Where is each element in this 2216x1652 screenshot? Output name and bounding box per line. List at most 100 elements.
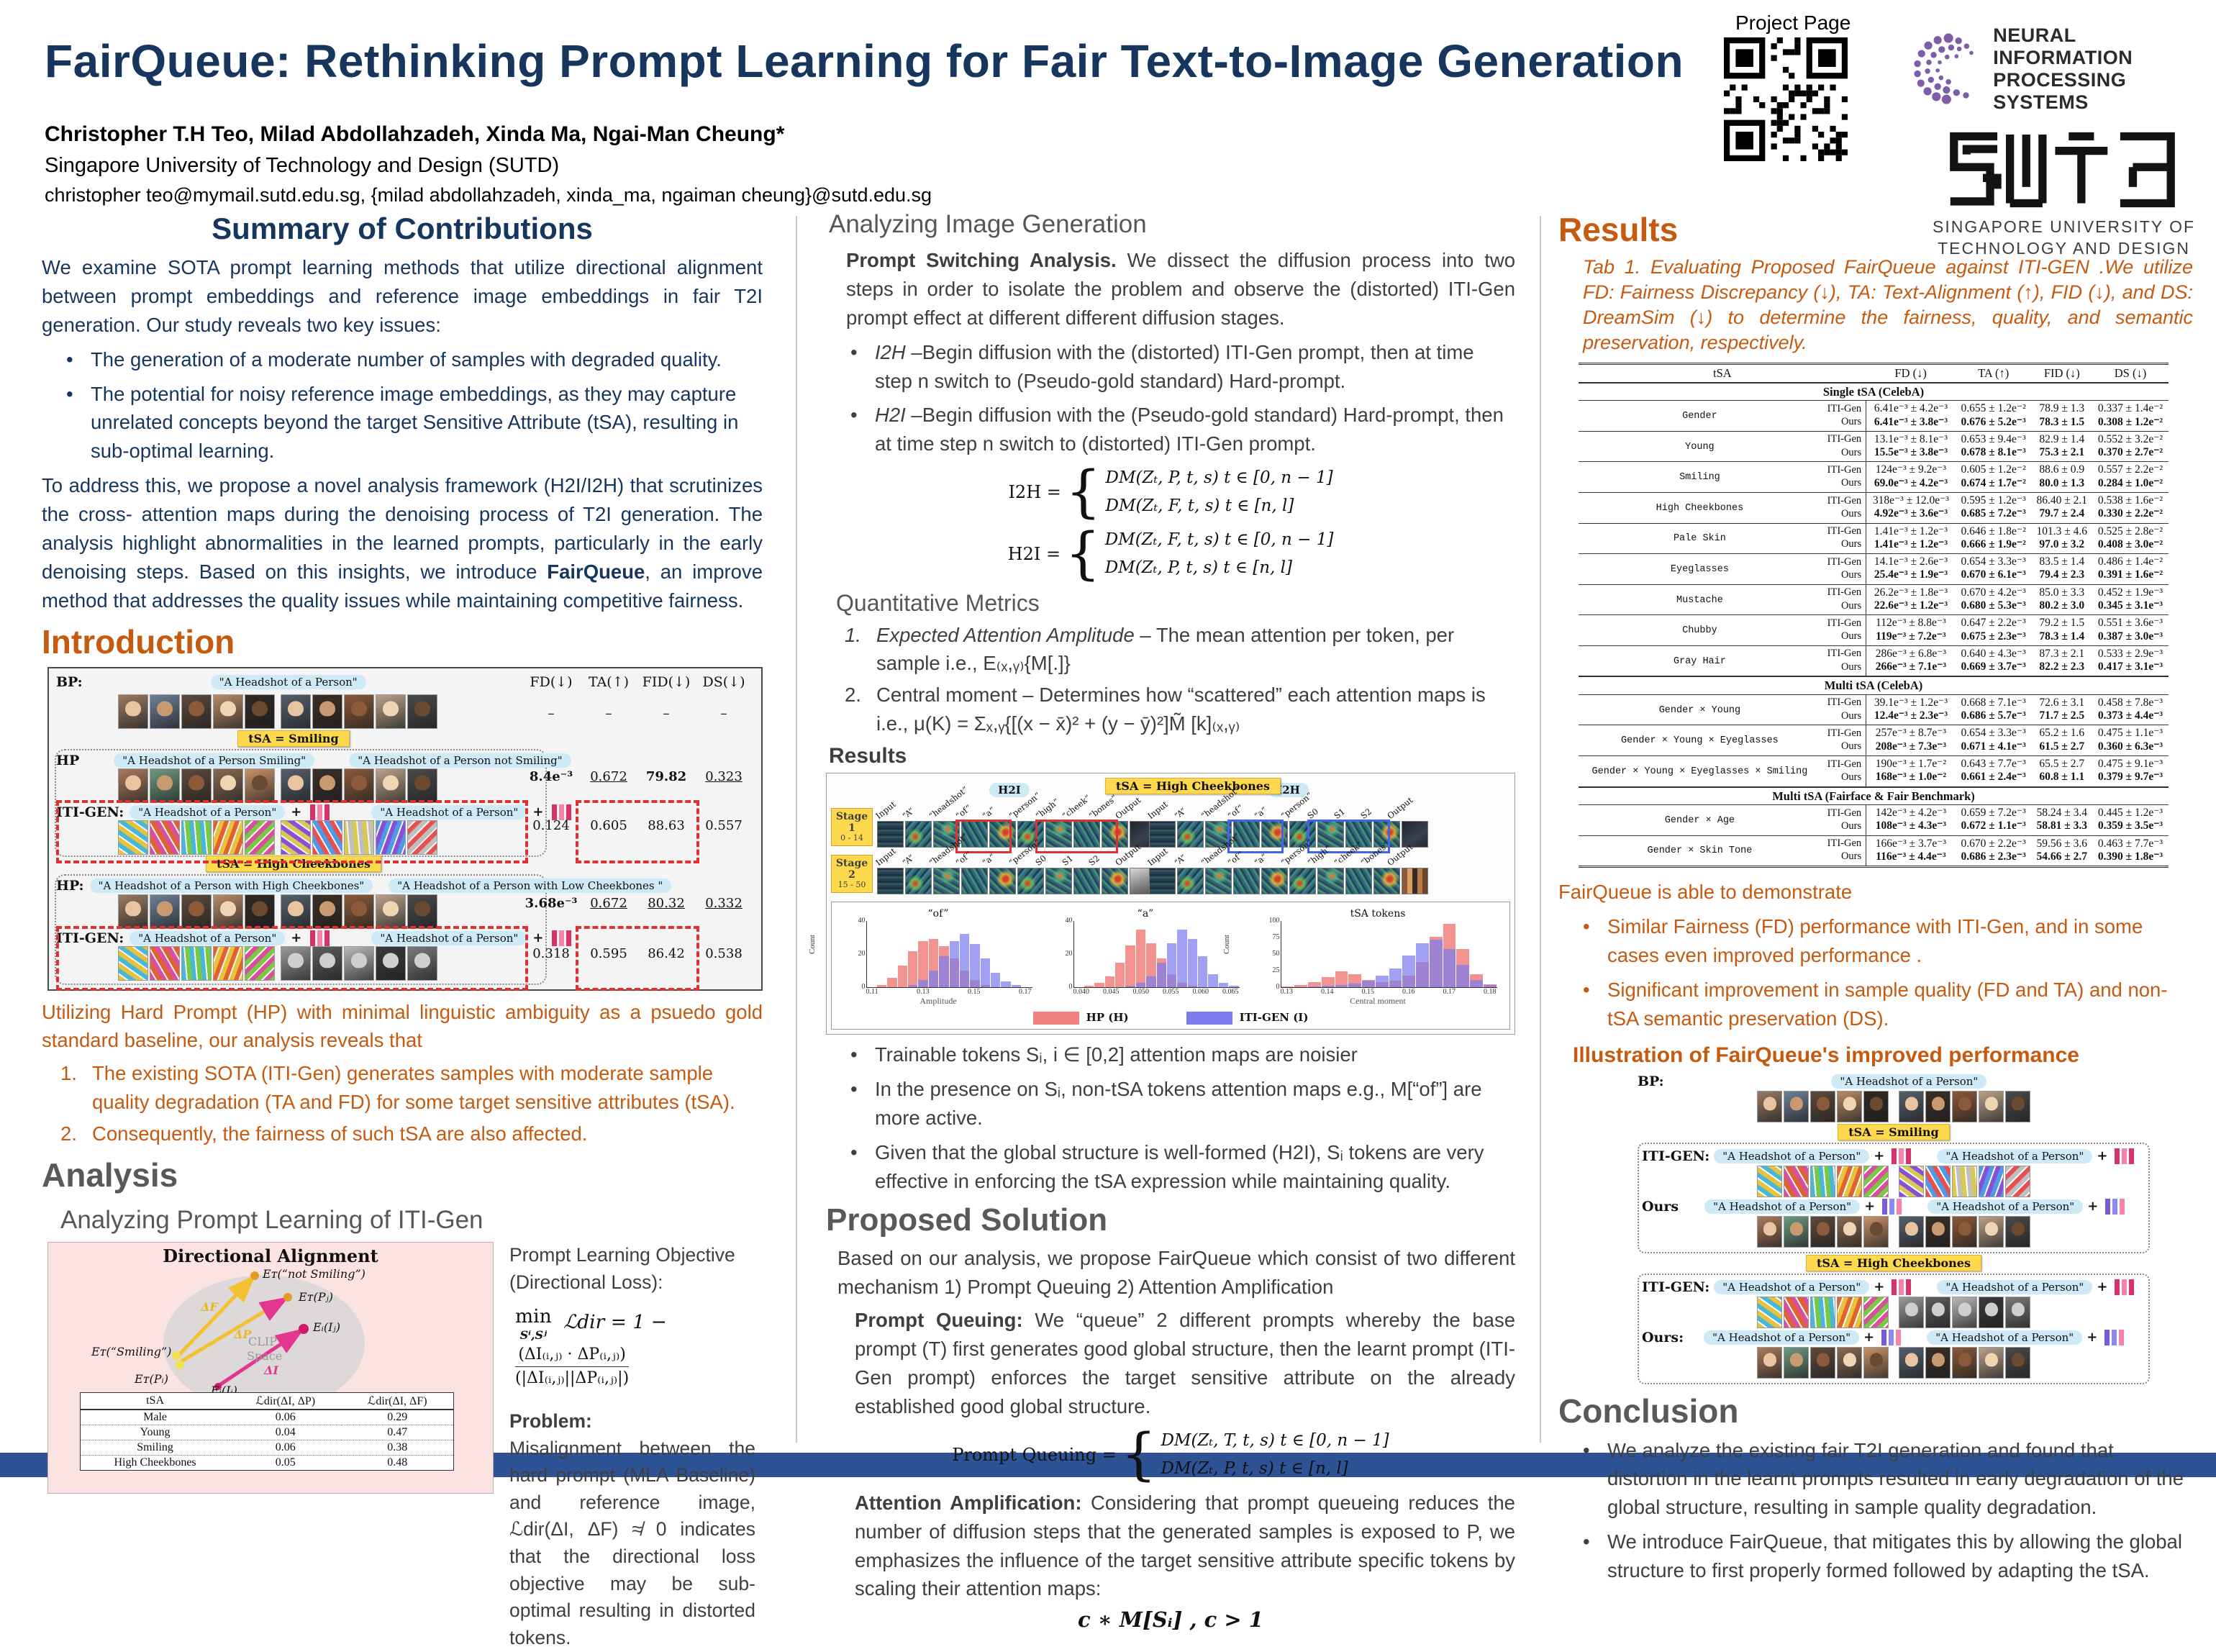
hist-bar <box>1281 986 1294 987</box>
hist-bar <box>1335 984 1348 987</box>
face-tile <box>281 820 311 855</box>
face-silhouette <box>125 775 141 791</box>
iti-face-strip <box>1899 1165 2030 1197</box>
metric-value: 59.56 ± 3.6 <box>2031 835 2092 850</box>
analysis-subheading: Analyzing Prompt Learning of ITI-Gen <box>60 1205 483 1234</box>
metric-value: 80.2 ± 3.0 <box>2039 599 2085 612</box>
metric-value: 0.646 ± 1.8e⁻² <box>1955 522 2032 538</box>
metric-value: 266e⁻³ ± 7.1e⁻³ <box>1875 661 1947 673</box>
metric-value: 25.4e⁻³ ± 1.9e⁻³ <box>1874 568 1948 581</box>
face-silhouette <box>1843 1353 1856 1367</box>
face-tile <box>150 820 180 855</box>
face-tile <box>245 768 275 803</box>
attention-map-tile <box>877 821 904 848</box>
face-tile <box>1899 1346 1924 1379</box>
dir-table-cell: 0.06 <box>230 1439 342 1456</box>
face-silhouette <box>1958 1097 1971 1111</box>
metric-value: 0.670 ± 4.2e⁻³ <box>1955 584 2032 599</box>
face-tile <box>376 694 406 729</box>
face-tile <box>1979 1346 2004 1379</box>
attention-map-tile <box>1261 821 1288 848</box>
smiling-comparison-box: ITI-GEN: "A Headshot of a Person" + "A H… <box>1638 1142 2150 1253</box>
face-tile <box>344 768 374 803</box>
method-label: ITI-Gen <box>1820 614 1867 630</box>
hist-bar <box>1389 968 1402 987</box>
metric-value: 14.1e⁻³ ± 2.6e⁻³ <box>1866 553 1956 569</box>
face-silhouette <box>157 901 173 917</box>
face-tile <box>1784 1296 1809 1328</box>
hist-bar <box>1135 930 1146 987</box>
face-tile <box>344 820 374 855</box>
iti-face-strip <box>118 945 275 981</box>
face-silhouette <box>319 953 335 968</box>
face-tile <box>312 820 342 855</box>
quantitative-metrics-heading: Quantitative Metrics <box>836 589 1040 616</box>
neurips-logo: NEURAL INFORMATION PROCESSING SYSTEMS <box>1908 24 2216 114</box>
face-silhouette <box>414 901 430 917</box>
token-bar <box>2122 1279 2128 1295</box>
face-tile <box>1757 1215 1782 1248</box>
face-tile <box>1837 1165 1862 1197</box>
hp-prompt-pill: "A Headshot of a Person not Smiling" <box>349 753 571 768</box>
table-row: Gender × Young × Eyeglasses ITI-Gen 257e⁻³… <box>1579 725 2169 756</box>
poster: { "header": { "title": "FairQueue: Rethi… <box>0 12 2216 1648</box>
hist-bar <box>1308 986 1321 987</box>
image-generation-subheading: Analyzing Image Generation <box>829 210 1147 238</box>
ours-label: Ours: <box>1642 1329 1684 1345</box>
face-tile <box>1757 1165 1782 1197</box>
hp2-values: 3.68e⁻³ 0.672 80.32 0.332 <box>525 895 743 911</box>
face-tile <box>213 768 243 803</box>
embedding-label: Eᵢ(Iⱼ) <box>313 1320 340 1334</box>
token-bar <box>324 804 330 820</box>
hist-bar <box>918 979 928 987</box>
method-label: Ours <box>1820 771 1867 787</box>
attention-map-tile <box>1073 821 1100 848</box>
face-silhouette <box>288 901 304 917</box>
face-tile <box>245 945 275 981</box>
sutd-logo-text: SINGAPORE UNIVERSITY OF TECHNOLOGY AND D… <box>1933 217 2196 258</box>
metric-value: 0.668 ± 7.1e⁻³ <box>1955 694 2032 710</box>
face-tile <box>213 945 243 981</box>
face-tile <box>1952 1165 1977 1197</box>
section-title: Multi tSA (CelebA) <box>1579 676 2169 695</box>
metric-value: 0.486 ± 1.4e⁻² <box>2092 553 2169 569</box>
dir-table-row: Male 0.06 0.29 <box>81 1410 454 1425</box>
attention-map-tile <box>1205 868 1232 894</box>
metric-value: 286e⁻³ ± 6.8e⁻³ <box>1866 645 1956 661</box>
face-silhouette <box>252 775 268 791</box>
token-bar <box>1889 1329 1894 1345</box>
token-label: Input <box>1145 845 1170 868</box>
table-section-row: Multi tSA (CelebA) <box>1579 676 2169 695</box>
face-tile <box>2005 1215 2030 1248</box>
face-tile <box>1863 1296 1889 1328</box>
face-tile <box>312 694 342 729</box>
metric-value: 0.666 ± 1.9e⁻² <box>1961 537 2026 550</box>
face-tile <box>407 894 437 929</box>
metric-value: 0.680 ± 5.3e⁻³ <box>1961 599 2026 612</box>
metric-value: 168e⁻³ ± 1.0e⁻² <box>1875 771 1947 784</box>
table-row: Gray Hair ITI-Gen 286e⁻³ ± 6.8e⁻³ 0.640 ± 4… <box>1579 645 2169 677</box>
table-row: Gender ITI-Gen 6.41e⁻³ ± 4.2e⁻³ 0.655 ± 1.2… <box>1579 400 2169 432</box>
metric-value: 0.533 ± 2.9e⁻³ <box>2092 645 2169 661</box>
face-silhouette <box>1816 1097 1830 1111</box>
tsa-name: Gender × Young × Eyeglasses <box>1579 725 1821 756</box>
attention-map-tile <box>1373 868 1400 894</box>
face-silhouette <box>319 775 335 791</box>
prompt-pill: "A Headshot of a Person" <box>1714 1148 1870 1163</box>
hist-bar <box>876 984 887 987</box>
learnt-token-bars <box>1882 1198 1902 1215</box>
metric-value: 0.379 ± 9.7e⁻³ <box>2097 771 2163 784</box>
proposed-solution-heading: Proposed Solution <box>826 1202 1108 1238</box>
sutd-logo: SINGAPORE UNIVERSITY OF TECHNOLOGY AND D… <box>1933 131 2195 260</box>
face-silhouette <box>1763 1353 1776 1367</box>
emails: christopher teo@mymail.sutd.edu.sg, {mil… <box>45 184 932 206</box>
token-bar <box>559 804 565 820</box>
face-tile <box>281 768 311 803</box>
tsa-name: Gender × Skin Tone <box>1579 835 1821 867</box>
hist-bar <box>1335 971 1348 987</box>
dir-table-cell: Smiling <box>80 1439 230 1456</box>
directional-alignment-figure: Directional Alignment Eᴛ(“not Smiling”) … <box>47 1241 494 1494</box>
metric-value: 88.6 ± 0.9 <box>2031 461 2092 477</box>
face-tile <box>118 768 148 803</box>
